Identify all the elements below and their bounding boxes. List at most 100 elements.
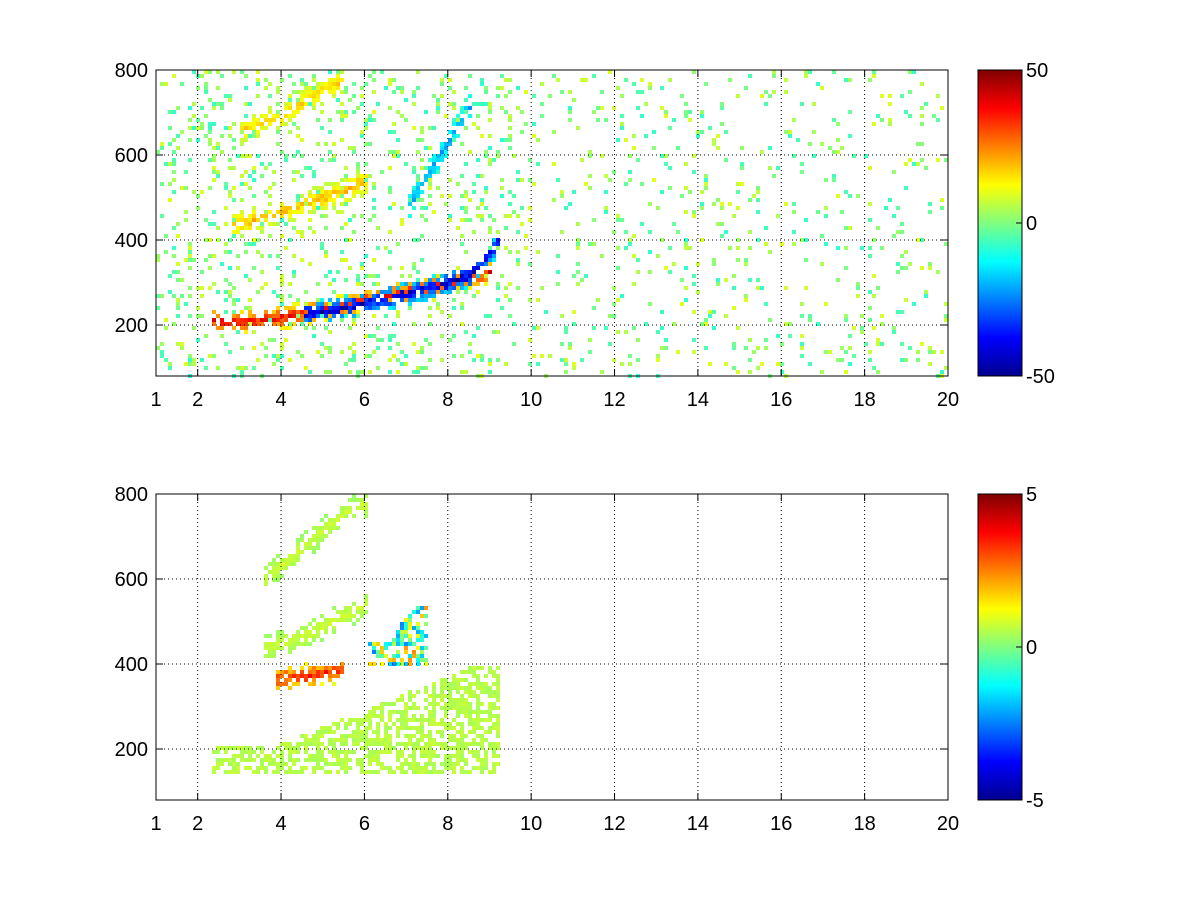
heatmap-cell bbox=[240, 126, 244, 130]
heatmap-cell bbox=[272, 578, 276, 582]
heatmap-cell bbox=[320, 90, 324, 94]
heatmap-cell bbox=[748, 358, 752, 362]
heatmap-cell bbox=[336, 294, 340, 298]
heatmap-cell bbox=[380, 706, 384, 710]
heatmap-cell bbox=[368, 290, 372, 294]
heatmap-cell bbox=[568, 202, 572, 206]
heatmap-cell bbox=[456, 282, 460, 286]
heatmap-cell bbox=[404, 354, 408, 358]
heatmap-cell bbox=[856, 294, 860, 298]
heatmap-cell bbox=[336, 758, 340, 762]
heatmap-cell bbox=[348, 266, 352, 270]
heatmap-cell bbox=[364, 746, 368, 750]
heatmap-cell bbox=[400, 90, 404, 94]
heatmap-cell bbox=[456, 122, 460, 126]
heatmap-cell bbox=[388, 302, 392, 306]
heatmap-cell bbox=[400, 286, 404, 290]
heatmap-cell bbox=[444, 682, 448, 686]
heatmap-cell bbox=[268, 106, 272, 110]
heatmap-cell bbox=[292, 274, 296, 278]
heatmap-cell bbox=[412, 190, 416, 194]
heatmap-cell bbox=[412, 282, 416, 286]
heatmap-cell bbox=[468, 342, 472, 346]
heatmap-cell bbox=[476, 714, 480, 718]
heatmap-cell bbox=[892, 326, 896, 330]
heatmap-cell bbox=[848, 226, 852, 230]
heatmap-cell bbox=[416, 370, 420, 374]
y-tick-label: 600 bbox=[115, 145, 148, 167]
heatmap-cell bbox=[464, 770, 468, 774]
heatmap-cell bbox=[452, 354, 456, 358]
heatmap-cell bbox=[516, 286, 520, 290]
heatmap-cell bbox=[464, 290, 468, 294]
heatmap-cell bbox=[328, 666, 332, 670]
heatmap-cell bbox=[368, 298, 372, 302]
heatmap-cell bbox=[280, 750, 284, 754]
grid-lines bbox=[156, 494, 948, 800]
heatmap-cell bbox=[232, 762, 236, 766]
heatmap-cell bbox=[804, 218, 808, 222]
heatmap-cell bbox=[392, 354, 396, 358]
heatmap-cell bbox=[452, 282, 456, 286]
heatmap-cell bbox=[700, 206, 704, 210]
heatmap-cell bbox=[312, 634, 316, 638]
heatmap-cell bbox=[492, 690, 496, 694]
heatmap-cell bbox=[396, 638, 400, 642]
heatmap-cell bbox=[388, 82, 392, 86]
heatmap-cell bbox=[492, 722, 496, 726]
heatmap-cell bbox=[280, 670, 284, 674]
heatmap-cell bbox=[832, 174, 836, 178]
heatmap-cell bbox=[420, 234, 424, 238]
heatmap-cell bbox=[412, 94, 416, 98]
heatmap-cell bbox=[248, 186, 252, 190]
heatmap-cell bbox=[664, 114, 668, 118]
heatmap-cell bbox=[236, 754, 240, 758]
heatmap-cell bbox=[844, 318, 848, 322]
heatmap-cell bbox=[420, 714, 424, 718]
heatmap-cell bbox=[288, 282, 292, 286]
heatmap-cell bbox=[672, 222, 676, 226]
heatmap-cell bbox=[340, 190, 344, 194]
colorbar: 500-50 bbox=[977, 60, 1055, 388]
heatmap-cell bbox=[248, 754, 252, 758]
heatmap-cell bbox=[384, 246, 388, 250]
heatmap-cell bbox=[868, 290, 872, 294]
heatmap-cell bbox=[824, 350, 828, 354]
heatmap-cell bbox=[476, 126, 480, 130]
heatmap-cell bbox=[440, 150, 444, 154]
heatmap-cell bbox=[868, 350, 872, 354]
heatmap-cell bbox=[440, 146, 444, 150]
heatmap-cell bbox=[692, 70, 696, 74]
heatmap-cell bbox=[460, 698, 464, 702]
heatmap-cell bbox=[196, 314, 200, 318]
heatmap-cell bbox=[248, 298, 252, 302]
heatmap-cell bbox=[744, 294, 748, 298]
heatmap-cell bbox=[476, 758, 480, 762]
heatmap-cell bbox=[392, 654, 396, 658]
heatmap-cell bbox=[364, 290, 368, 294]
heatmap-cell bbox=[556, 78, 560, 82]
heatmap-cell bbox=[320, 730, 324, 734]
heatmap-cell bbox=[268, 338, 272, 342]
heatmap-cell bbox=[472, 726, 476, 730]
heatmap-cell bbox=[392, 702, 396, 706]
heatmap-cell bbox=[728, 78, 732, 82]
heatmap-cell bbox=[304, 82, 308, 86]
heatmap-cell bbox=[464, 218, 468, 222]
heatmap-cell bbox=[468, 198, 472, 202]
heatmap-cell bbox=[332, 186, 336, 190]
heatmap-cell bbox=[172, 158, 176, 162]
x-tick-label: 1 bbox=[150, 389, 161, 411]
heatmap-cell bbox=[396, 766, 400, 770]
heatmap-cell bbox=[464, 282, 468, 286]
heatmap-cell bbox=[480, 686, 484, 690]
heatmap-cell bbox=[340, 350, 344, 354]
heatmap-cell bbox=[460, 278, 464, 282]
heatmap-cell bbox=[428, 710, 432, 714]
heatmap-cell bbox=[360, 722, 364, 726]
heatmap-cell bbox=[844, 78, 848, 82]
heatmap-cell bbox=[332, 754, 336, 758]
heatmap-cell bbox=[644, 322, 648, 326]
heatmap-cell bbox=[272, 118, 276, 122]
